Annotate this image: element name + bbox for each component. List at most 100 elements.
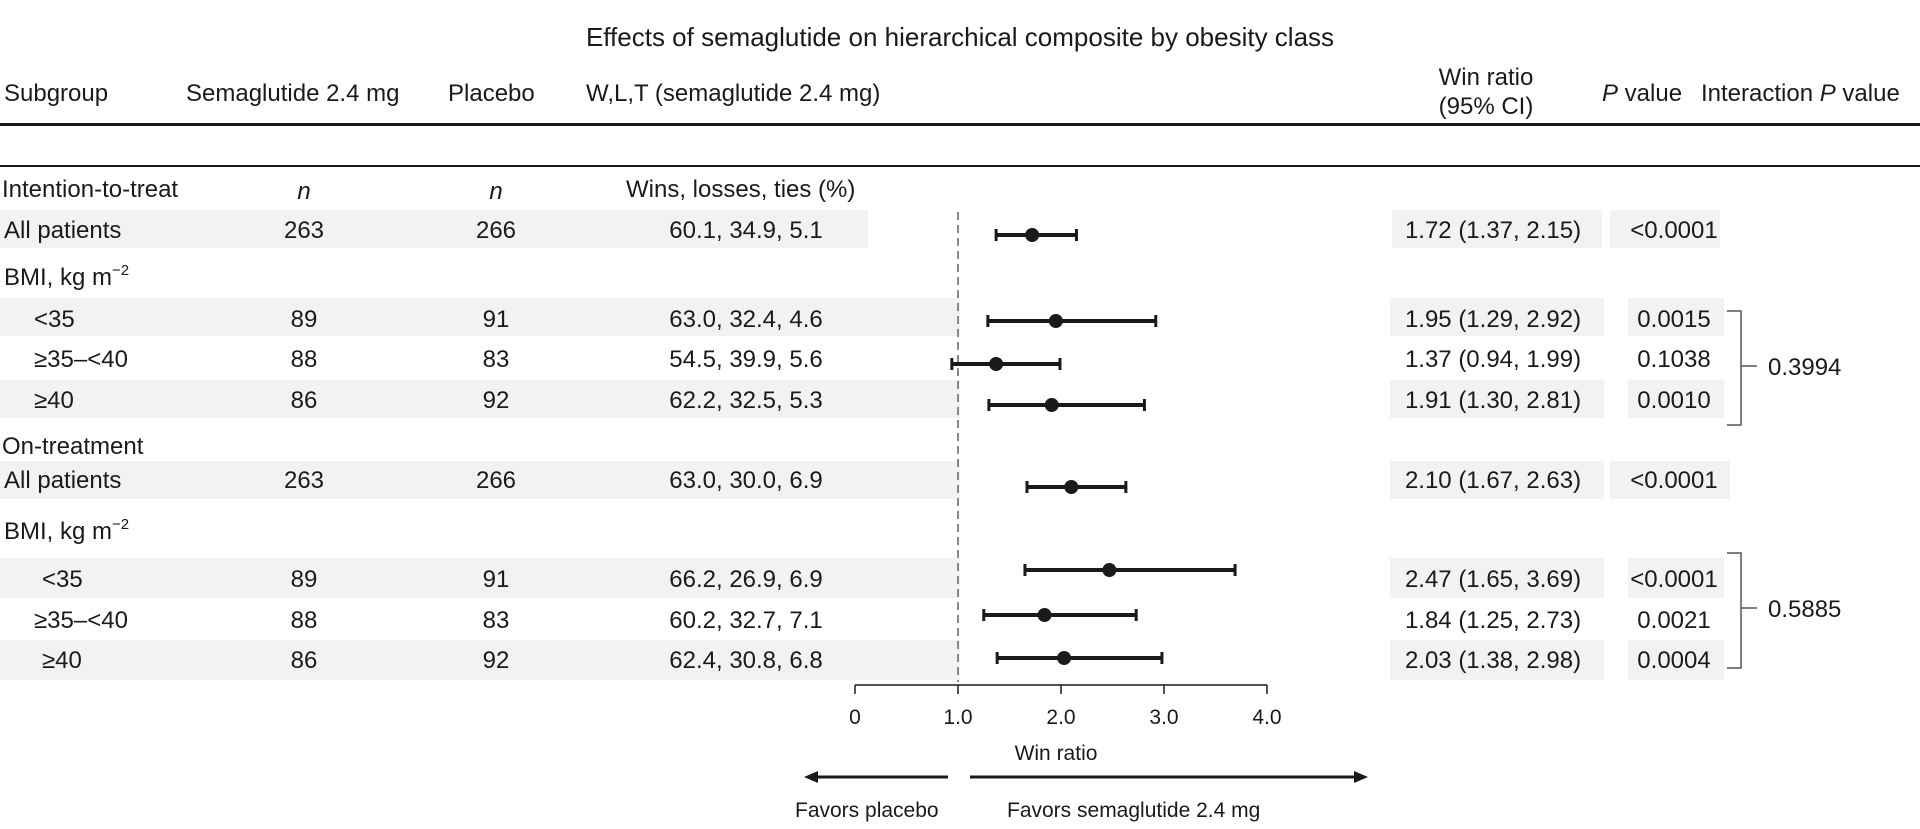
chart-title: Effects of semaglutide on hierarchical c… (585, 22, 1335, 52)
point-estimate (1102, 563, 1117, 577)
row-band (1390, 461, 1604, 499)
row-n-placebo: 92 (482, 387, 510, 414)
bmi-sup: −2 (112, 262, 130, 279)
row-win-ratio: 2.47 (1.65, 3.69) (1404, 566, 1582, 593)
row-band (1390, 640, 1604, 680)
point-estimate (989, 357, 1004, 371)
x-tick-label: 4.0 (1252, 706, 1281, 729)
row-band (0, 640, 960, 680)
bmi-sup: −2 (112, 516, 130, 533)
row-wlt: 62.4, 30.8, 6.8 (669, 647, 823, 674)
subheader-wlt: Wins, losses, ties (%) (626, 176, 856, 203)
x-tick-label: 3.0 (1149, 706, 1178, 729)
x-tick-label: 1.0 (943, 706, 972, 729)
row-p-value: <0.0001 (1630, 217, 1718, 244)
header-win-ratio-line1: Win ratio (1438, 64, 1534, 91)
row-n-placebo: 83 (482, 346, 510, 373)
row-win-ratio: 1.95 (1.29, 2.92) (1404, 306, 1582, 333)
header-win-ratio-line2: (95% CI) (1438, 93, 1534, 120)
header-win-ratio: Win ratio (95% CI) (1436, 63, 1536, 121)
row-band (1390, 558, 1604, 598)
point-estimate (1048, 314, 1063, 328)
point-estimate (1057, 651, 1072, 665)
section-label-on-treatment: On-treatment (2, 433, 144, 460)
row-win-ratio: 1.72 (1.37, 2.15) (1404, 217, 1582, 244)
row-label: <35 (42, 566, 83, 593)
row-band (1628, 298, 1724, 336)
header-interaction-rest: value (1835, 80, 1900, 107)
row-band (1628, 380, 1724, 418)
row-band (0, 461, 960, 499)
x-tick-label: 0 (849, 706, 861, 729)
row-p-value: 0.0015 (1637, 306, 1711, 333)
subheader-n-placebo: n (489, 178, 503, 205)
row-n-sema: 86 (290, 387, 318, 414)
header-rule-bottom (0, 165, 1920, 167)
row-band (1390, 298, 1604, 336)
row-p-value: <0.0001 (1630, 467, 1718, 494)
row-n-placebo: 91 (482, 566, 510, 593)
row-band (1628, 558, 1724, 598)
row-label: <35 (34, 306, 75, 333)
point-estimate (1025, 228, 1040, 242)
row-band (0, 558, 960, 598)
header-rule-top (0, 123, 1920, 126)
row-label: ≥40 (42, 647, 82, 674)
row-p-value: 0.0010 (1637, 387, 1711, 414)
row-n-placebo: 91 (482, 306, 510, 333)
row-n-placebo: 92 (482, 647, 510, 674)
row-n-placebo: 266 (475, 467, 517, 494)
row-p-value: <0.0001 (1630, 566, 1718, 593)
header-interaction-italic: P (1819, 80, 1836, 107)
row-band (1392, 210, 1602, 248)
row-n-sema: 88 (290, 607, 318, 634)
section-label-bmi-2: BMI, kg m−2 (4, 516, 130, 546)
row-band (0, 210, 868, 248)
header-interaction-p-value: Interaction P value (1701, 80, 1900, 108)
favors-semaglutide-label: Favors semaglutide 2.4 mg (1007, 799, 1260, 822)
section-label-bmi-1: BMI, kg m−2 (4, 262, 130, 292)
row-wlt: 63.0, 30.0, 6.9 (669, 467, 823, 494)
header-p-value: P value (1602, 80, 1682, 108)
row-win-ratio: 2.03 (1.38, 2.98) (1404, 647, 1582, 674)
row-wlt: 54.5, 39.9, 5.6 (669, 346, 823, 373)
row-win-ratio: 1.91 (1.30, 2.81) (1404, 387, 1582, 414)
interaction-p-itt: 0.3994 (1768, 354, 1842, 381)
interaction-bracket-on-treatment (1727, 552, 1742, 669)
header-subgroup: Subgroup (4, 80, 109, 107)
row-wlt: 60.2, 32.7, 7.1 (669, 607, 823, 634)
header-interaction-prefix: Interaction (1701, 80, 1820, 107)
row-win-ratio: 2.10 (1.67, 2.63) (1404, 467, 1582, 494)
row-wlt: 66.2, 26.9, 6.9 (669, 566, 823, 593)
row-label: ≥35–<40 (34, 607, 128, 634)
row-p-value: 0.1038 (1637, 346, 1711, 373)
row-label: All patients (4, 467, 122, 494)
point-estimate (1044, 398, 1059, 412)
row-band (0, 380, 960, 418)
section-label-itt: Intention-to-treat (2, 176, 179, 203)
row-p-value: 0.0004 (1637, 647, 1711, 674)
row-p-value: 0.0021 (1637, 607, 1711, 634)
row-wlt: 60.1, 34.9, 5.1 (669, 217, 823, 244)
row-n-placebo: 83 (482, 607, 510, 634)
row-label: All patients (4, 217, 122, 244)
point-estimate (1064, 480, 1079, 494)
interaction-bracket-itt (1727, 310, 1742, 426)
row-band (1390, 380, 1604, 418)
row-band (1610, 461, 1730, 499)
header-p-italic: P (1602, 80, 1619, 107)
row-n-placebo: 266 (475, 217, 517, 244)
row-n-sema: 89 (290, 566, 318, 593)
header-placebo: Placebo (448, 80, 535, 107)
row-n-sema: 89 (290, 306, 318, 333)
row-win-ratio: 1.37 (0.94, 1.99) (1404, 346, 1582, 373)
x-tick-label: 2.0 (1046, 706, 1075, 729)
row-band (1628, 640, 1724, 680)
row-n-sema: 88 (290, 346, 318, 373)
arrowhead-semaglutide (1354, 771, 1368, 783)
row-band (1610, 210, 1720, 248)
interaction-p-on-treatment: 0.5885 (1768, 596, 1842, 623)
bmi-label: BMI, kg m (4, 264, 113, 291)
header-p-rest: value (1618, 80, 1683, 107)
